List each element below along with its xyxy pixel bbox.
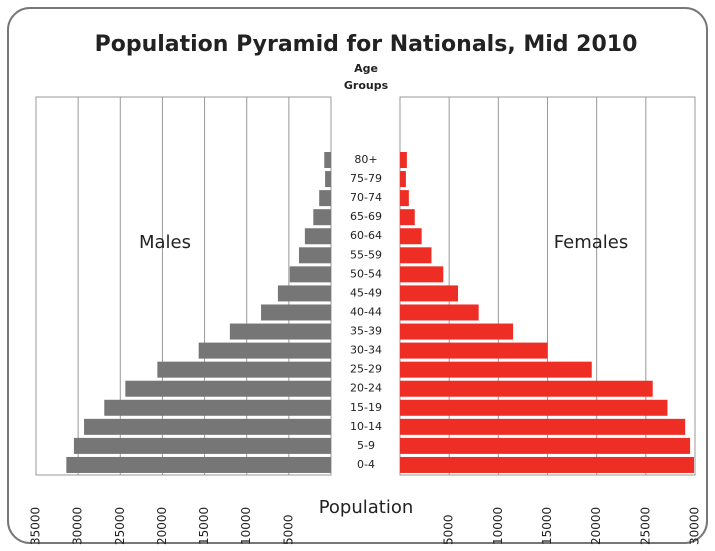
bar bbox=[261, 304, 331, 321]
bar bbox=[325, 171, 331, 188]
bar bbox=[400, 304, 479, 321]
category-label: 30-34 bbox=[350, 344, 382, 357]
bar bbox=[66, 456, 331, 473]
x-tick-label: 30000 bbox=[71, 507, 85, 545]
x-tick-label: 10000 bbox=[491, 507, 505, 545]
x-tick-label: 10000 bbox=[239, 507, 253, 545]
bar bbox=[400, 266, 444, 283]
category-label: 50-54 bbox=[350, 267, 382, 280]
x-tick-label: 15000 bbox=[197, 507, 211, 545]
bar bbox=[400, 456, 695, 473]
x-tick-label: 5000 bbox=[281, 514, 295, 545]
x-tick-label: 35000 bbox=[29, 507, 43, 545]
bar bbox=[400, 209, 415, 226]
x-tick-label: 20000 bbox=[589, 507, 603, 545]
category-label: 70-74 bbox=[350, 191, 382, 204]
bar bbox=[400, 190, 409, 207]
x-tick-label: 25000 bbox=[638, 507, 652, 545]
category-label: 20-24 bbox=[350, 382, 382, 395]
bar bbox=[104, 399, 332, 416]
bar bbox=[73, 437, 331, 454]
category-label: 80+ bbox=[354, 153, 377, 166]
category-label: 15-19 bbox=[350, 401, 382, 414]
category-label: 45-49 bbox=[350, 286, 382, 299]
bar bbox=[400, 380, 653, 397]
bar bbox=[400, 342, 548, 359]
bar bbox=[324, 152, 331, 168]
series-label: Males bbox=[139, 232, 191, 253]
x-tick-label: 30000 bbox=[688, 507, 702, 545]
x-axis-label: Population bbox=[319, 497, 414, 518]
bar bbox=[198, 342, 331, 359]
series-label: Females bbox=[554, 232, 628, 253]
category-label: 10-14 bbox=[350, 420, 382, 433]
bar bbox=[313, 209, 331, 226]
bar bbox=[229, 323, 331, 340]
category-label: 65-69 bbox=[350, 210, 382, 223]
chart-title: Population Pyramid for Nationals, Mid 20… bbox=[95, 32, 638, 57]
x-tick-label: 15000 bbox=[540, 507, 554, 545]
category-label: 25-29 bbox=[350, 363, 382, 376]
bar bbox=[157, 361, 331, 378]
bar bbox=[400, 418, 686, 435]
bar bbox=[84, 418, 332, 435]
category-label: 5-9 bbox=[357, 439, 375, 452]
bar bbox=[319, 190, 331, 207]
category-label: 0-4 bbox=[357, 458, 375, 471]
category-label: 40-44 bbox=[350, 305, 382, 318]
bar bbox=[400, 247, 432, 264]
bar bbox=[400, 399, 668, 416]
x-tick-label: 25000 bbox=[113, 507, 127, 545]
bar bbox=[400, 171, 406, 188]
bar bbox=[304, 228, 331, 245]
y-axis-label: Age Groups bbox=[343, 62, 389, 92]
bar bbox=[400, 323, 514, 340]
category-label: 75-79 bbox=[350, 172, 382, 185]
bar bbox=[400, 228, 422, 245]
bar bbox=[400, 361, 592, 378]
category-label: 35-39 bbox=[350, 325, 382, 338]
bar bbox=[289, 266, 331, 283]
bar bbox=[400, 152, 407, 168]
bar bbox=[125, 380, 331, 397]
x-tick-label: 20000 bbox=[155, 507, 169, 545]
bar bbox=[298, 247, 331, 264]
category-label: 55-59 bbox=[350, 248, 382, 261]
x-tick-label: 5000 bbox=[442, 514, 456, 545]
bar bbox=[277, 285, 331, 302]
category-label: 60-64 bbox=[350, 229, 382, 242]
bar bbox=[400, 285, 459, 302]
bar bbox=[400, 437, 691, 454]
